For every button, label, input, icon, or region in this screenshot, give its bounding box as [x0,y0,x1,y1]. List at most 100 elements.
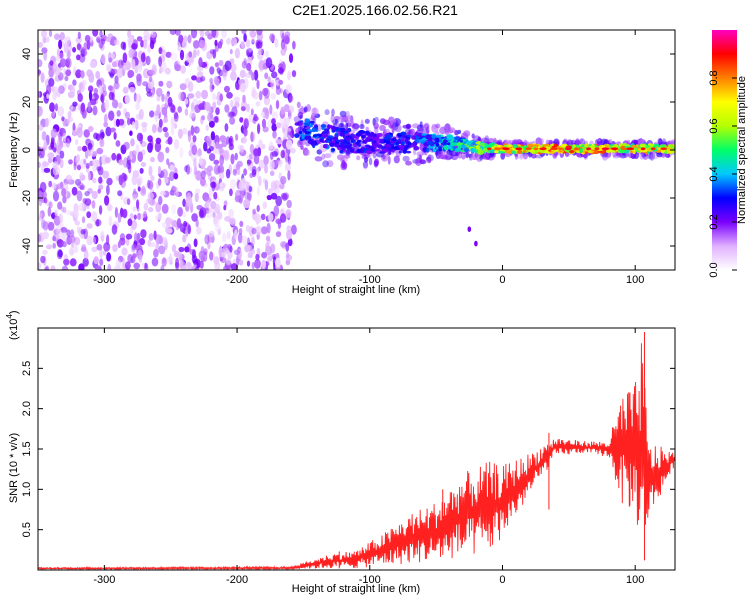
noise-cell [233,249,241,256]
ridge-core-cell [294,122,300,126]
noise-cell [206,210,213,219]
ridge-halo-cell [379,124,386,131]
noise-cell [61,187,67,197]
noise-cell [288,105,295,114]
noise-cell [253,148,259,157]
noise-cell [223,265,229,270]
svg-text:(x104): (x104) [5,310,20,340]
noise-cell [61,231,67,242]
noise-cell [256,79,260,90]
noise-cell [144,262,148,269]
ridge-core-cell [404,144,410,149]
noise-cell [117,102,123,109]
noise-cell [50,128,57,139]
noise-cell [92,151,98,157]
noise-cell [210,181,217,188]
ridge-core-cell [329,142,334,147]
ridge-halo-cell [402,155,410,162]
noise-cell [156,87,163,97]
noise-cell [177,106,182,113]
ridge-halo-cell [435,123,441,129]
noise-cell [59,31,65,41]
noise-cell [124,94,131,105]
ridge-core-cell [312,134,318,138]
ridge-core-cell [294,133,300,139]
noise-cell [106,65,112,72]
noise-cell [178,34,184,43]
noise-cell [239,69,246,79]
noise-cell [96,147,104,155]
noise-cell [221,69,228,77]
noise-cell [135,244,143,252]
ridge-halo-cell [443,126,451,132]
ridge-core-cell [397,138,402,144]
noise-cell [41,30,47,38]
noise-cell [149,110,155,118]
noise-cell [260,213,266,220]
noise-cell [76,190,83,202]
colorbar-scale [712,30,737,270]
noise-cell [83,249,89,261]
noise-cell [148,76,153,82]
noise-cell [182,127,188,135]
noise-cell [271,123,278,132]
noise-cell [77,31,81,40]
noise-cell [276,122,282,129]
noise-cell [84,191,90,197]
noise-cell [69,246,74,256]
noise-cell [184,246,190,253]
ridge-core-cell [453,136,461,141]
noise-cell [219,93,223,102]
ridge-core-cell [340,142,345,147]
ridge-halo-cell [477,136,481,142]
ridge-core-cell [457,144,462,150]
noise-cell [198,57,203,68]
noise-cell [79,158,87,169]
noise-cell [157,151,165,163]
noise-cell [288,53,294,64]
noise-cell [234,48,240,59]
noise-cell [235,133,239,141]
noise-cell [270,92,277,100]
noise-cell [66,229,71,237]
noise-cell [69,104,74,111]
noise-cell [140,40,145,48]
noise-cell [241,60,248,69]
noise-cell [267,76,271,83]
noise-cell [143,202,149,211]
noise-cell [52,190,60,202]
noise-cell [63,42,69,54]
noise-cell [147,180,154,190]
colorbar: 0.0 0.2 0.4 0.6 0.8 Normalized spectral ampl… [708,30,748,278]
noise-cell [143,211,147,218]
noise-cell [226,92,233,99]
noise-cell [149,138,154,150]
noise-cell [148,233,154,241]
noise-cell [158,56,163,67]
colorbar-label: Normalized spectral amplitude [736,76,748,224]
ridge-peak-cell [525,147,532,151]
noise-cell [168,253,173,263]
noise-cell [214,39,218,47]
ridge-core-cell [356,139,362,143]
noise-cell [136,36,143,42]
noise-cell [67,110,72,119]
snr-x-label: Height of straight line (km) [292,583,420,595]
noise-cell [196,49,200,56]
noise-cell [287,116,293,122]
noise-cell [70,85,76,96]
ridge-halo-cell [461,154,466,160]
noise-cell [230,71,237,81]
noise-cell [214,224,222,232]
noise-cell [61,265,69,270]
noise-cell [161,257,167,267]
noise-cell [253,113,258,119]
noise-cell [233,96,241,103]
ridge-halo-cell [343,154,351,159]
noise-cell [54,209,58,217]
noise-cell [122,208,128,219]
noise-cell [104,156,111,164]
noise-cell [126,198,131,206]
noise-cell [91,200,96,209]
noise-cell [154,110,159,117]
